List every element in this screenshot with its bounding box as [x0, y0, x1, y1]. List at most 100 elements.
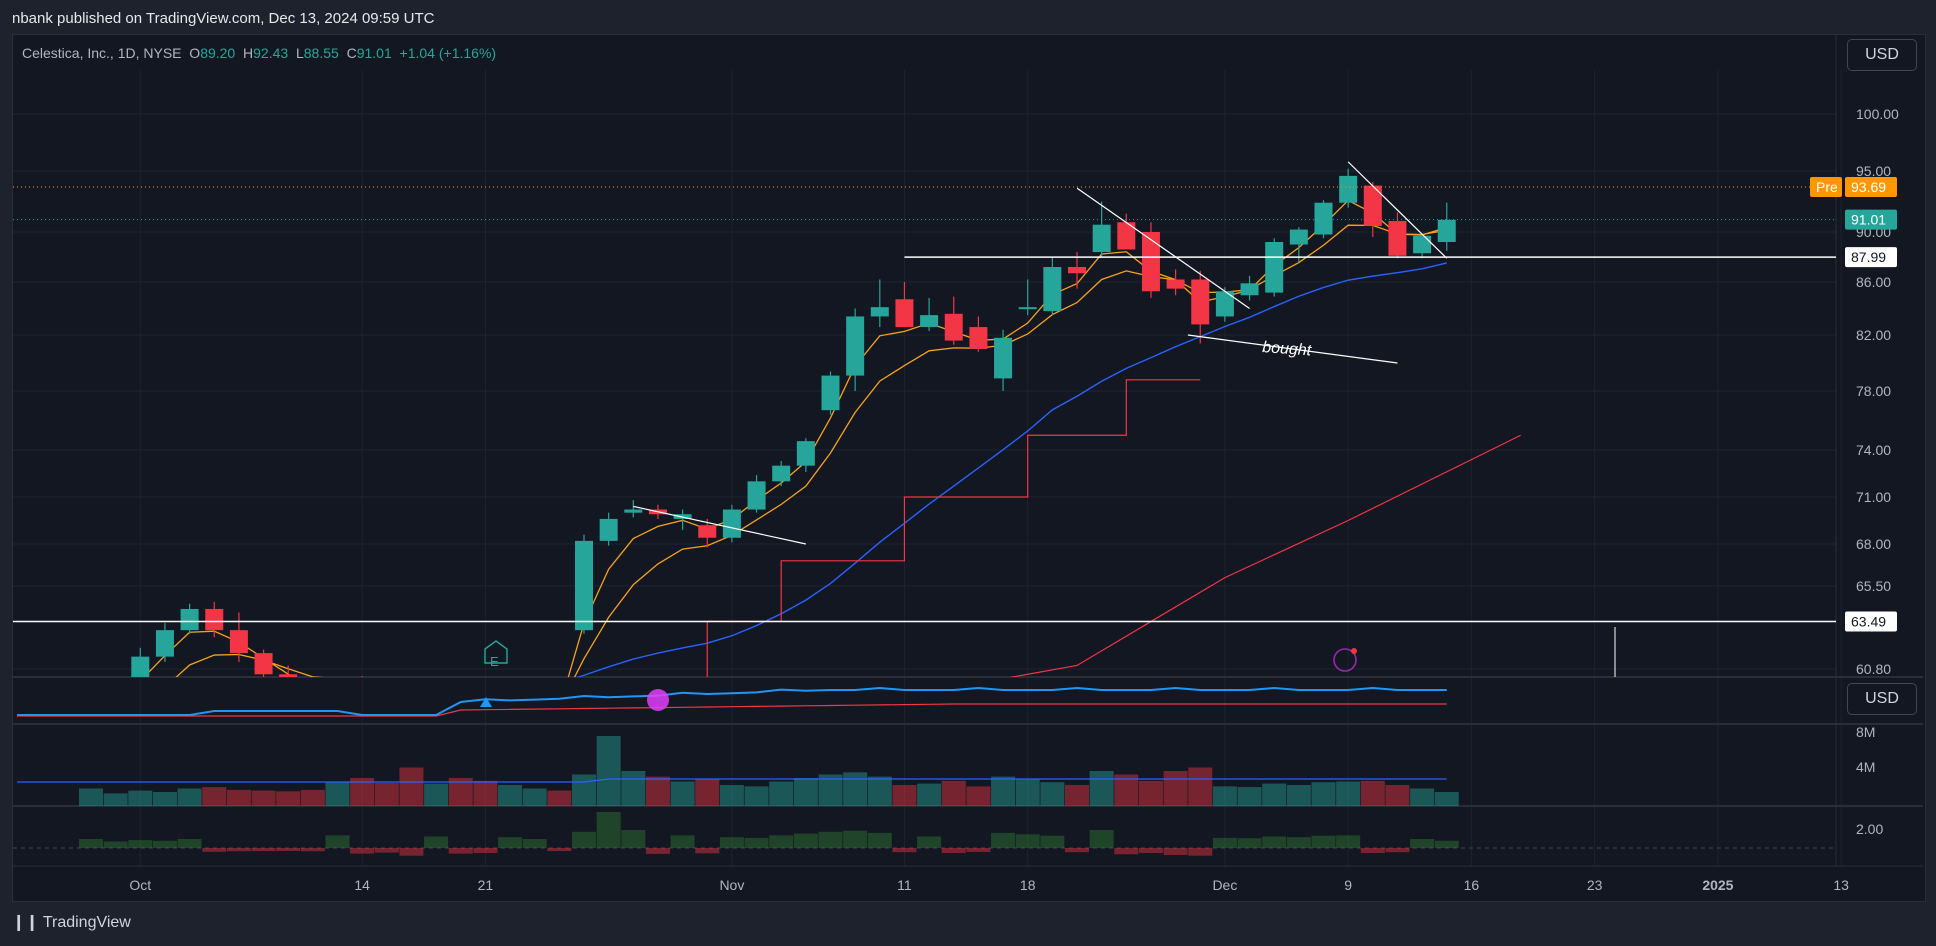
- trendline-2: [1347, 161, 1448, 259]
- candle-26: [722, 504, 741, 543]
- candle-body-18: [526, 704, 544, 711]
- candle-33: [895, 282, 914, 328]
- candle-body-4: [180, 608, 199, 631]
- y-tick-3: 86.00: [1856, 274, 1891, 290]
- candle-21: [599, 512, 618, 546]
- candle-42: [1117, 213, 1136, 250]
- histogram-bar-1: [103, 841, 128, 848]
- y-tick-1: 95.00: [1856, 163, 1891, 179]
- candle-45: [1191, 270, 1210, 344]
- footer-brand[interactable]: ❙❙ TradingView: [12, 912, 131, 932]
- histogram-bar-54: [1410, 839, 1435, 848]
- histogram-pane: [13, 812, 1836, 856]
- volume-bar-14: [424, 783, 449, 806]
- candle-body-39: [1043, 267, 1062, 312]
- buy-signal-icon: [480, 697, 492, 707]
- histogram-bar-38: [1015, 834, 1040, 848]
- oscillator-main-line: [17, 686, 1447, 716]
- volume-bar-27: [744, 786, 769, 806]
- x-tick-7: 9: [1344, 877, 1352, 893]
- chart-area[interactable]: [12, 34, 1926, 902]
- low-value: 88.55: [303, 45, 339, 61]
- x-tick-8: 16: [1464, 877, 1480, 893]
- open-label: O: [189, 45, 201, 61]
- histogram-bar-43: [1138, 848, 1163, 854]
- histogram-bar-55: [1434, 840, 1459, 848]
- volume-bar-15: [448, 778, 473, 806]
- histogram-bar-39: [1040, 835, 1065, 848]
- histogram-bar-24: [670, 835, 695, 848]
- histogram-bar-44: [1163, 848, 1188, 855]
- low-label: L: [295, 45, 304, 61]
- trailing-stop-line: [706, 379, 1201, 677]
- y-tick-7: 71.00: [1856, 489, 1891, 505]
- volume-bar-10: [325, 781, 350, 806]
- y-tick-0: 100.00: [1856, 106, 1899, 122]
- candle-51: [1339, 168, 1358, 208]
- volume-bar-5: [202, 787, 227, 806]
- volume-bar-8: [276, 791, 301, 806]
- candle-body-22: [624, 509, 643, 513]
- earnings-label: E: [490, 654, 499, 669]
- candle-body-34: [920, 315, 939, 328]
- histogram-bar-41: [1089, 830, 1114, 848]
- candle-0: [82, 694, 100, 722]
- candle-8: [279, 665, 298, 677]
- candle-29: [796, 438, 815, 472]
- candle-body-49: [1289, 229, 1308, 245]
- candle-body-43: [1141, 232, 1160, 292]
- candle-body-50: [1314, 202, 1333, 235]
- currency-button-main[interactable]: USD: [1847, 39, 1917, 71]
- candle-41: [1092, 201, 1111, 257]
- support-price-tag: 63.49: [1845, 611, 1897, 632]
- volume-bar-38: [1015, 779, 1040, 806]
- volume-bar-49: [1286, 785, 1311, 806]
- candle-52: [1363, 181, 1382, 237]
- candle-body-46: [1215, 291, 1234, 317]
- candle-54: [1413, 235, 1432, 259]
- candle-34: [920, 297, 939, 332]
- candle-body-29: [796, 441, 815, 466]
- alert-dot: [1351, 648, 1357, 654]
- candle-body-7: [254, 653, 273, 675]
- premarket-label-tag-bg: [1810, 176, 1842, 197]
- level-price-tag-text: 87.99: [1851, 249, 1886, 265]
- candle-32: [870, 279, 889, 328]
- ema-fast-line: [143, 199, 1447, 677]
- candle-body-13: [402, 701, 420, 710]
- candle-18: [526, 694, 544, 719]
- volume-bar-13: [399, 767, 424, 806]
- candle-body-26: [722, 509, 741, 538]
- candle-body-52: [1363, 185, 1382, 226]
- volume-bar-52: [1360, 780, 1385, 806]
- main-pane: bought E: [13, 161, 1836, 722]
- trend-red-line: [1009, 434, 1521, 677]
- y-tick-9: 65.50: [1856, 578, 1891, 594]
- volume-bar-40: [1065, 785, 1089, 806]
- candle-28: [772, 460, 791, 487]
- symbol-name: Celestica, Inc., 1D, NYSE: [22, 45, 182, 61]
- histogram-bar-18: [522, 839, 547, 848]
- candle-body-9: [304, 690, 322, 697]
- close-value: 91.01: [356, 45, 392, 61]
- grid-lines: [13, 70, 1842, 866]
- candle-body-41: [1092, 224, 1111, 252]
- candle-50: [1314, 200, 1333, 239]
- premarket-price-tag-bg: [1845, 176, 1897, 197]
- candle-38: [1018, 279, 1037, 316]
- volume-bar-47: [1237, 787, 1262, 806]
- x-tick-6: Dec: [1212, 877, 1237, 893]
- volume-bar-41: [1089, 771, 1114, 806]
- last-price-tag: 91.01: [1845, 209, 1897, 230]
- published-bar: nbank published on TradingView.com, Dec …: [0, 0, 1936, 34]
- candle-1: [107, 678, 125, 708]
- volume-bar-2: [128, 790, 153, 806]
- cross-marker: [647, 689, 669, 711]
- volume-bar-0: [79, 788, 103, 806]
- currency-button-pane[interactable]: USD: [1847, 683, 1917, 715]
- volume-bar-35: [941, 780, 966, 806]
- histogram-bar-49: [1286, 837, 1311, 848]
- y-tick-5: 78.00: [1856, 383, 1891, 399]
- x-tick-9: 23: [1587, 877, 1603, 893]
